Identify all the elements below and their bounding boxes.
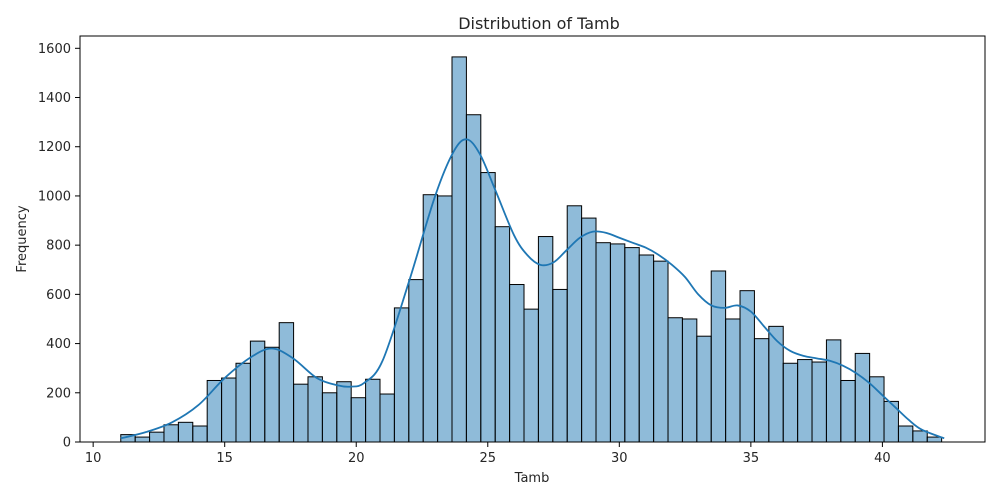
y-tick-label: 1000	[38, 189, 71, 204]
x-tick-label: 25	[480, 451, 497, 466]
histogram-bar	[869, 376, 885, 443]
histogram-bar	[235, 362, 251, 443]
histogram-bar	[134, 436, 151, 443]
histogram-bar	[566, 205, 583, 443]
histogram-bar	[451, 56, 467, 443]
y-tick-label: 1600	[38, 42, 71, 57]
histogram-bar	[365, 378, 381, 443]
histogram-bar	[350, 397, 367, 443]
histogram-bar	[278, 322, 295, 443]
y-tick-label: 1200	[38, 140, 71, 155]
histogram-bar	[336, 381, 352, 443]
histogram-bar	[465, 114, 482, 443]
x-tick-label: 35	[743, 451, 760, 466]
x-tick-label: 20	[348, 451, 365, 466]
y-tick-label: 200	[46, 386, 71, 401]
histogram-bar	[177, 421, 194, 443]
histogram-bar	[797, 359, 813, 443]
histogram-bar	[595, 242, 611, 443]
y-axis-label: Frequency	[15, 205, 30, 272]
histogram-bar	[480, 172, 496, 443]
x-axis-label: Tamb	[514, 471, 550, 486]
histogram-bar	[422, 194, 439, 443]
x-tick-label: 30	[611, 451, 628, 466]
histogram-bar	[753, 338, 770, 443]
histogram-bar	[537, 236, 554, 443]
histogram-bars	[120, 56, 943, 443]
histogram-bar	[264, 346, 280, 443]
y-tick-label: 1400	[38, 91, 71, 106]
plot-frame	[79, 35, 986, 443]
y-tick-label: 0	[63, 436, 71, 451]
histogram-bar	[624, 247, 640, 443]
chart-title: Distribution of Tamb	[458, 14, 620, 33]
histogram-bar	[825, 339, 842, 443]
histogram-bar	[494, 226, 511, 443]
histogram-bar	[307, 376, 323, 443]
histogram-bar	[192, 425, 208, 443]
histogram-bar	[710, 270, 727, 443]
histogram-bar	[163, 424, 179, 443]
x-axis-ticks: 10 15 20 25 30 35 40	[85, 442, 891, 466]
histogram-bar	[408, 279, 424, 443]
histogram-bar	[782, 362, 799, 443]
histogram-bar	[437, 195, 453, 443]
histogram-bar	[897, 425, 914, 443]
histogram-bar	[811, 361, 827, 443]
histogram-bar	[653, 260, 669, 443]
histogram-bar	[293, 383, 309, 443]
histogram-bar	[581, 217, 597, 443]
y-axis-ticks: 0 200 400 600 800 1000 1200 1400 1600	[38, 42, 80, 451]
histogram-bar	[926, 436, 943, 443]
histogram-bar	[854, 352, 871, 443]
x-tick-label: 10	[85, 451, 102, 466]
histogram-bar	[725, 318, 741, 443]
histogram-bar	[681, 318, 698, 443]
kde-curve	[120, 138, 945, 440]
histogram-bar	[696, 335, 712, 443]
x-tick-label: 15	[216, 451, 233, 466]
histogram-bar	[221, 377, 237, 443]
y-tick-label: 800	[46, 239, 71, 254]
x-tick-label: 40	[874, 451, 891, 466]
histogram-bar	[393, 307, 410, 443]
histogram-bar	[609, 243, 626, 443]
histogram-bar	[912, 430, 928, 443]
histogram-bar	[667, 317, 683, 443]
histogram-bar	[149, 431, 165, 443]
y-tick-label: 600	[46, 288, 71, 303]
histogram-bar	[509, 284, 525, 443]
histogram-bar	[552, 288, 568, 443]
y-tick-label: 400	[46, 337, 71, 352]
histogram-bar	[523, 308, 539, 443]
histogram-bar	[840, 379, 856, 443]
histogram-bar	[321, 392, 338, 443]
histogram-bar	[379, 393, 395, 443]
histogram-bar	[638, 254, 655, 443]
